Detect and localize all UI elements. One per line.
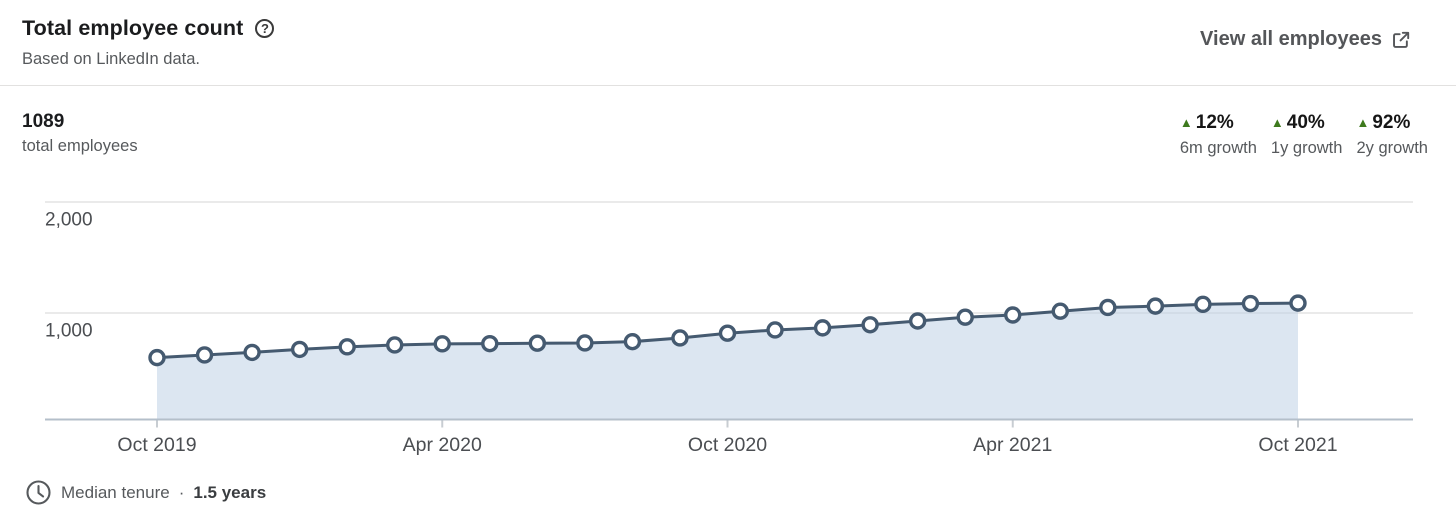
- data-point-marker[interactable]: [195, 346, 214, 364]
- data-point-marker[interactable]: [1289, 294, 1307, 312]
- clock-icon: [26, 480, 51, 505]
- median-tenure-row: Median tenure · 1.5 years: [25, 479, 266, 506]
- growth-label: 1y growth: [1270, 139, 1343, 157]
- growth-value: 92%: [1372, 112, 1411, 133]
- growth-stat-2y: ▲ 92% 2y growth: [1356, 111, 1428, 158]
- growth-value: 40%: [1286, 112, 1325, 133]
- data-point-marker[interactable]: [671, 329, 689, 347]
- total-count-value: 1089: [22, 111, 65, 132]
- x-axis-tick-label: Oct 2019: [117, 434, 196, 456]
- y-axis-tick-label: 1,000: [45, 321, 93, 342]
- data-point-marker[interactable]: [766, 321, 784, 339]
- growth-label: 2y growth: [1356, 139, 1428, 157]
- data-point-marker[interactable]: [1051, 302, 1069, 320]
- data-point-marker[interactable]: [243, 343, 261, 362]
- growth-up-icon: ▲: [1179, 115, 1193, 130]
- data-point-marker[interactable]: [1004, 306, 1022, 324]
- data-point-marker[interactable]: [908, 312, 927, 330]
- data-point-marker[interactable]: [481, 334, 499, 353]
- data-point-marker[interactable]: [148, 348, 166, 367]
- data-point-marker[interactable]: [956, 308, 974, 326]
- data-point-marker[interactable]: [1194, 295, 1212, 314]
- separator: ·: [178, 482, 185, 502]
- data-point-marker[interactable]: [813, 319, 832, 337]
- data-point-marker[interactable]: [1146, 297, 1165, 315]
- data-point-marker[interactable]: [623, 332, 642, 351]
- growth-stat-1y: ▲ 40% 1y growth: [1271, 111, 1343, 158]
- help-icon[interactable]: ?: [255, 19, 275, 38]
- page-title: Total employee count: [22, 16, 244, 40]
- data-point-marker[interactable]: [1099, 298, 1117, 317]
- growth-up-icon: ▲: [1356, 115, 1370, 130]
- data-point-marker[interactable]: [718, 324, 737, 342]
- card-header: Total employee count ?: [22, 16, 275, 41]
- data-point-marker[interactable]: [861, 316, 879, 334]
- growth-value-row: ▲ 40%: [1271, 111, 1325, 134]
- employee-count-chart: 2,000 1,000 Oct 2019 Apr 2020 Oct 2020 Apr 20…: [45, 201, 1413, 456]
- data-point-marker[interactable]: [338, 338, 356, 356]
- growth-up-icon: ▲: [1270, 115, 1284, 130]
- data-point-marker[interactable]: [576, 334, 594, 352]
- x-axis-tick-label: Oct 2021: [1258, 434, 1337, 456]
- total-count-label: total employees: [22, 137, 138, 155]
- growth-stats: ▲ 12% 6m growth ▲ 40% 1y growth ▲ 92% 2y…: [1180, 111, 1428, 158]
- growth-value-row: ▲ 92%: [1356, 111, 1410, 134]
- growth-value: 12%: [1195, 112, 1234, 133]
- data-point-marker[interactable]: [290, 340, 309, 359]
- subtitle: Based on LinkedIn data.: [22, 50, 200, 68]
- view-all-employees-link[interactable]: View all employees: [1200, 28, 1410, 51]
- external-link-icon: [1393, 31, 1410, 48]
- view-all-label: View all employees: [1200, 28, 1382, 50]
- growth-label: 6m growth: [1179, 139, 1257, 157]
- series-area-fill: [157, 303, 1298, 420]
- growth-value-row: ▲ 12%: [1180, 111, 1234, 134]
- x-axis-tick-label: Apr 2020: [403, 434, 482, 456]
- growth-stat-6m: ▲ 12% 6m growth: [1180, 111, 1257, 158]
- x-axis-tick-label: Oct 2020: [688, 434, 767, 456]
- header-divider: [0, 85, 1456, 86]
- data-point-marker[interactable]: [1241, 294, 1260, 313]
- median-tenure-label: Median tenure: [61, 482, 170, 502]
- median-tenure-value: 1.5 years: [193, 482, 267, 502]
- data-point-marker[interactable]: [386, 336, 404, 354]
- y-axis-tick-label: 2,000: [45, 210, 93, 231]
- data-point-marker[interactable]: [528, 334, 547, 352]
- data-point-marker[interactable]: [433, 335, 451, 353]
- x-axis-tick-label: Apr 2021: [973, 434, 1052, 456]
- total-count-block: 1089 total employees: [22, 110, 138, 156]
